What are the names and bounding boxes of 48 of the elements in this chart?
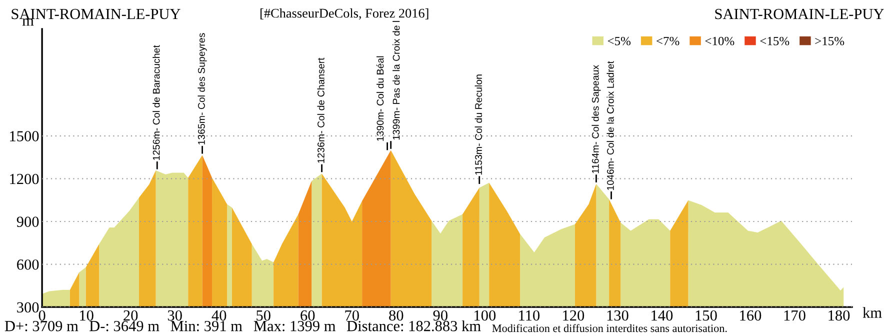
y-tick-label: 1500 <box>10 131 39 142</box>
annotation: 1390m- Col du Béal <box>376 56 384 141</box>
text: SAINT-ROMAIN-LE-PUY <box>715 8 884 20</box>
annotation: 1153m- Col du Reculon <box>474 74 482 175</box>
x-tick-label: 110 <box>519 310 540 321</box>
text: Max: 1399 m <box>254 320 336 332</box>
text: Modification et diffusion interdites sans autorisation. <box>492 324 727 332</box>
x-tick-label: 140 <box>652 310 673 321</box>
legend-label: >15% <box>815 36 844 46</box>
annotation: 1365m- Col des Supeyres <box>198 33 207 144</box>
x-tick-label: 70 <box>345 310 359 321</box>
text: Distance: 182.883 km <box>347 320 481 332</box>
legend-label: <7% <box>656 36 680 46</box>
y-axis-title: m <box>22 18 34 26</box>
annotation: 1399m- Pas de la Croix de l <box>392 21 400 140</box>
text: D+: 3709 m <box>4 320 78 332</box>
x-tick-label: 0 <box>38 310 46 321</box>
annotation: 1236m- Col de Chansert <box>317 58 324 163</box>
x-tick-label: 80 <box>389 310 404 321</box>
x-tick-label: 170 <box>784 310 806 321</box>
y-tick-label: 900 <box>16 216 39 227</box>
x-tick-label: 30 <box>168 310 182 321</box>
x-tick-label: 130 <box>607 310 628 321</box>
annotation: 1164m- Col des Sapeaux <box>592 64 601 174</box>
text: D-: 3649 m <box>90 320 160 332</box>
x-axis-title: km <box>862 307 882 318</box>
legend-label: <5% <box>608 36 631 46</box>
annotation: 1046m- Col de la Croix Ladret <box>606 61 614 190</box>
y-tick-label: 1200 <box>10 174 39 184</box>
x-tick-label: 40 <box>212 310 226 321</box>
legend-label: <10% <box>705 36 734 46</box>
x-tick-label: 20 <box>124 310 138 321</box>
chart-title: SAINT-ROMAIN-LE-PUY <box>12 8 180 20</box>
x-tick-label: 160 <box>740 310 762 321</box>
y-tick-label: 300 <box>17 302 39 313</box>
legend-label: <15% <box>760 36 790 46</box>
x-tick-label: 150 <box>696 310 717 321</box>
annotation: 1256m- Col de Baracuchet <box>152 45 160 160</box>
y-tick-label: 600 <box>17 259 39 270</box>
x-tick-label: 10 <box>80 310 94 321</box>
text: Min: 391 m <box>170 320 242 332</box>
x-tick-label: 60 <box>300 310 315 321</box>
x-tick-label: 100 <box>474 310 496 321</box>
x-tick-label: 120 <box>563 310 584 321</box>
chart-subtitle: [#ChasseurDeCols, Forez 2016] <box>260 8 428 20</box>
x-tick-label: 180 <box>828 310 850 321</box>
x-tick-label: 50 <box>256 310 270 321</box>
x-tick-label: 90 <box>433 310 448 321</box>
